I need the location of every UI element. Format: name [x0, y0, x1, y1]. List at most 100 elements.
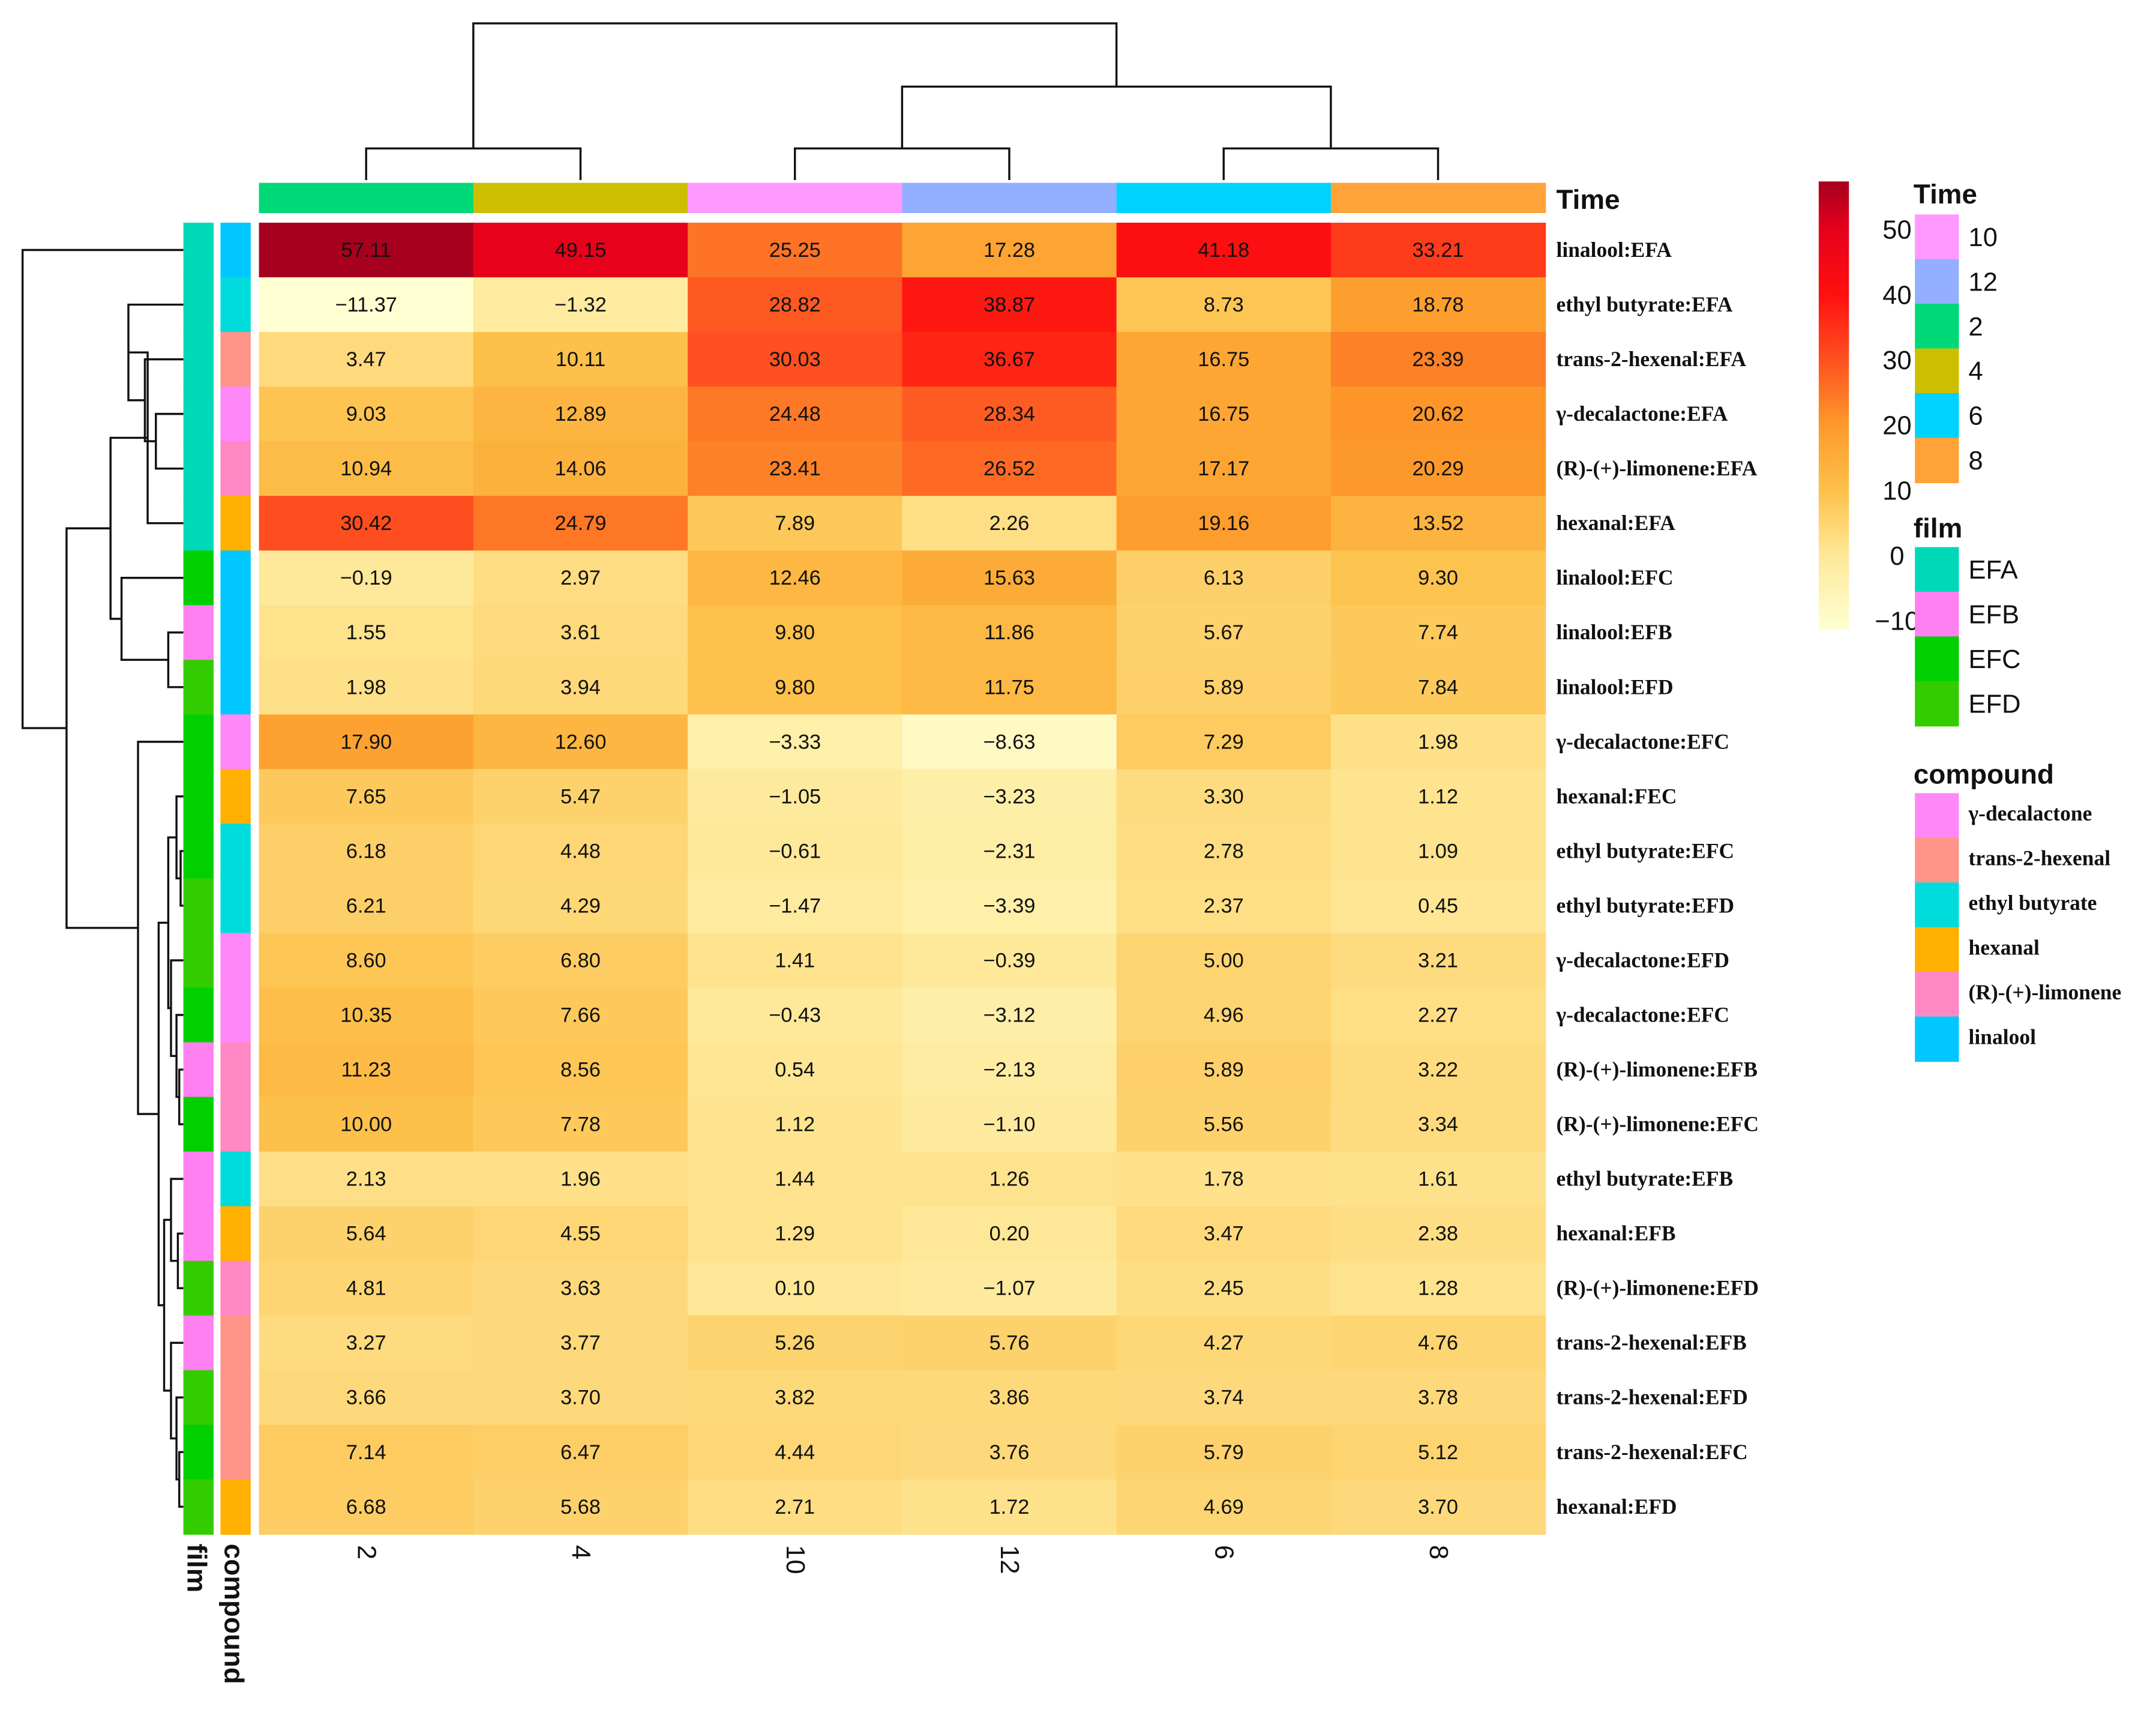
heatmap-cell	[473, 933, 689, 989]
cell-value: 8.60	[346, 949, 386, 972]
film-annotation-cell	[183, 933, 214, 989]
heatmap-cell	[473, 1206, 689, 1262]
heatmap-cell	[1116, 660, 1332, 715]
heatmap-cell	[259, 1097, 474, 1152]
heatmap-cell	[1330, 1206, 1546, 1262]
dendrogram-branch	[365, 147, 582, 181]
colorbar-tick-label: 10	[1882, 477, 1911, 505]
dendrogram-branch	[167, 836, 177, 1010]
compound-annotation-cell	[220, 1315, 251, 1371]
cell-value: 23.41	[769, 457, 821, 480]
cell-value: 10.00	[340, 1113, 392, 1136]
heatmap-cell	[902, 332, 1117, 388]
heatmap-cell	[902, 441, 1117, 497]
heatmap-cell	[473, 714, 689, 770]
cell-value: 7.74	[1418, 621, 1458, 644]
heatmap-cell	[259, 1315, 474, 1371]
heatmap-cell	[1116, 441, 1332, 497]
cell-value: 5.12	[1418, 1441, 1458, 1464]
cell-value: 6.80	[560, 949, 601, 972]
cell-value: 3.61	[560, 621, 601, 644]
heatmap-cell	[473, 496, 689, 552]
cell-value: 9.30	[1418, 567, 1458, 589]
column-label: 2	[352, 1545, 380, 1559]
legend-swatch	[1915, 348, 1959, 394]
row-label: ethyl butyrate:EFB	[1556, 1167, 1733, 1191]
cell-value: 17.17	[1198, 457, 1249, 480]
heatmap-cell	[688, 550, 903, 606]
cell-value: 9.80	[775, 621, 815, 644]
time-annotation-cell	[259, 182, 474, 213]
heatmap-cell	[1116, 1370, 1332, 1426]
heatmap-cell	[1116, 277, 1332, 333]
cell-value: 3.74	[1204, 1386, 1244, 1409]
cell-value: 1.72	[989, 1496, 1030, 1519]
cell-value: 4.27	[1204, 1332, 1244, 1355]
cell-value: 3.21	[1418, 949, 1458, 972]
column-label: 6	[1210, 1545, 1239, 1559]
cell-value: 3.30	[1204, 785, 1244, 808]
colorbar-tick-label: 0	[1890, 542, 1904, 571]
cell-value: 0.10	[775, 1277, 815, 1300]
heatmap-cell	[259, 660, 474, 715]
compound-annotation-cell	[220, 987, 251, 1043]
legend-swatch	[1915, 547, 1959, 593]
legend-swatch	[1915, 591, 1959, 637]
compound-annotation-cell	[220, 878, 251, 934]
legend-swatch	[1915, 636, 1959, 682]
row-label: (R)-(+)-limonene:EFC	[1556, 1112, 1759, 1136]
cell-value: 1.98	[346, 676, 386, 699]
heatmap-cell	[259, 1479, 474, 1535]
cell-value: 3.76	[989, 1441, 1030, 1464]
cell-value: 0.54	[775, 1059, 815, 1082]
cell-value: 4.81	[346, 1277, 386, 1300]
cell-value: 3.77	[560, 1332, 601, 1355]
cell-value: −2.31	[983, 840, 1036, 863]
heatmap-cell	[1330, 387, 1546, 442]
cell-value: 7.89	[775, 512, 815, 535]
cell-value: 5.79	[1204, 1441, 1244, 1464]
cell-value: 20.62	[1413, 403, 1464, 426]
cell-value: 49.15	[554, 239, 606, 262]
heatmap-cell	[1330, 496, 1546, 552]
row-label: ethyl butyrate:EFD	[1556, 893, 1734, 917]
dendrogram-branch	[176, 1232, 184, 1289]
cell-value: 7.14	[346, 1441, 386, 1464]
heatmap-cell	[688, 1042, 903, 1098]
heatmap-cell	[259, 387, 474, 442]
heatmap-cell	[1116, 605, 1332, 661]
time-annotation-cell	[902, 182, 1117, 213]
legend-swatch	[1915, 304, 1959, 349]
heatmap-cell	[902, 1424, 1117, 1480]
cell-value: 15.63	[983, 567, 1035, 589]
compound-annotation-cell	[220, 1424, 251, 1480]
cell-value: 10.94	[340, 457, 392, 480]
cell-value: 0.20	[989, 1223, 1030, 1245]
cell-value: 5.26	[775, 1332, 815, 1355]
cell-value: 10.11	[556, 348, 605, 371]
cell-value: 2.97	[560, 567, 601, 589]
cell-value: 1.29	[775, 1223, 815, 1245]
dendrogram-branch	[901, 85, 1332, 149]
colorbar-tick-label: −10	[1875, 607, 1920, 636]
film-annotation-cell	[183, 1370, 214, 1426]
dendrogram-branch	[21, 248, 184, 729]
film-annotation-cell	[183, 987, 214, 1043]
heatmap-cell	[902, 1042, 1117, 1098]
heatmap-cell	[902, 1151, 1117, 1207]
cell-value: 14.06	[554, 457, 606, 480]
heatmap-cell	[259, 332, 474, 388]
cell-value: 30.42	[340, 512, 392, 535]
legend-label: trans-2-hexenal	[1969, 846, 2111, 870]
cell-value: 6.47	[560, 1441, 601, 1464]
heatmap-cell	[902, 987, 1117, 1043]
cell-value: 8.56	[560, 1059, 601, 1082]
legend-swatch	[1915, 837, 1959, 884]
legend-swatch	[1915, 882, 1959, 928]
cell-value: 6.18	[346, 840, 386, 863]
cell-value: 28.34	[983, 403, 1035, 426]
cell-value: 12.60	[554, 730, 606, 753]
dendrogram-branch	[163, 1218, 171, 1392]
heatmap-cell	[259, 714, 474, 770]
heatmap-cell	[688, 1479, 903, 1535]
